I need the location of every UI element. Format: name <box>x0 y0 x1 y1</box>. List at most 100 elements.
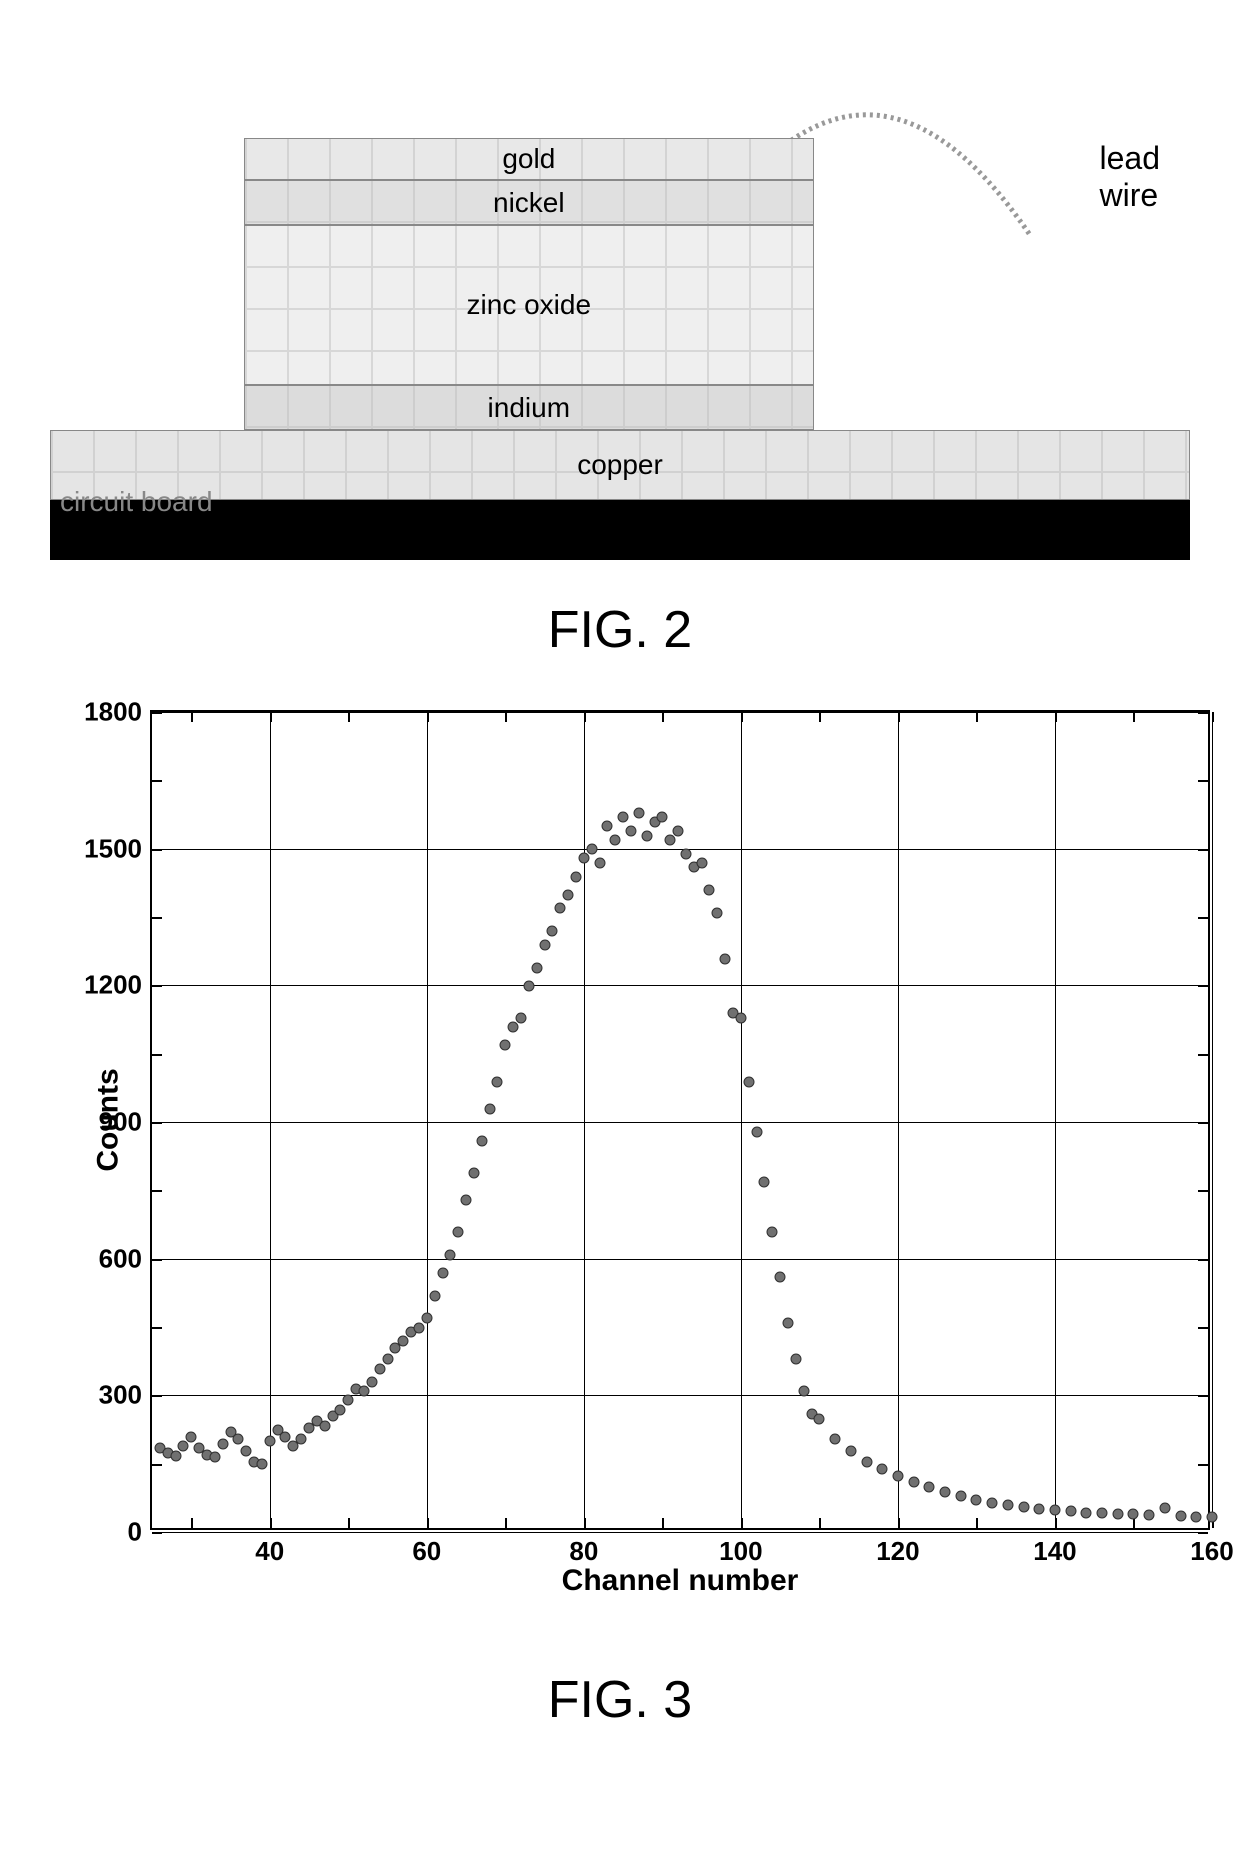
data-point <box>398 1336 409 1347</box>
tick <box>1198 780 1208 782</box>
layer-label: indium <box>488 392 570 424</box>
data-point <box>359 1386 370 1397</box>
data-point <box>170 1451 181 1462</box>
xtick-label: 140 <box>1033 1536 1076 1567</box>
ytick-label: 600 <box>99 1243 142 1274</box>
data-point <box>720 953 731 964</box>
data-point <box>673 826 684 837</box>
tick <box>1198 1054 1208 1056</box>
data-point <box>641 830 652 841</box>
tick <box>152 985 162 987</box>
data-point <box>335 1404 346 1415</box>
data-point <box>476 1135 487 1146</box>
tick <box>976 1518 978 1528</box>
data-point <box>712 908 723 919</box>
data-point <box>767 1226 778 1237</box>
data-point <box>751 1126 762 1137</box>
tick <box>152 1327 162 1329</box>
tick <box>152 849 162 851</box>
data-point <box>783 1318 794 1329</box>
data-point <box>413 1322 424 1333</box>
tick <box>270 1518 272 1528</box>
tick <box>1198 1395 1208 1397</box>
data-point <box>924 1482 935 1493</box>
page-root: lead wire goldnickelzinc oxideindiumcopp… <box>20 20 1220 1760</box>
tick <box>1198 1190 1208 1192</box>
data-point <box>594 857 605 868</box>
data-point <box>680 848 691 859</box>
tick <box>1198 1122 1208 1124</box>
tick <box>152 1464 162 1466</box>
data-point <box>516 1012 527 1023</box>
data-point <box>602 821 613 832</box>
layer-zinc-oxide: zinc oxide <box>244 225 814 385</box>
fig2-caption: FIG. 2 <box>548 600 692 660</box>
tick <box>270 712 272 722</box>
data-point <box>1175 1511 1186 1522</box>
data-point <box>366 1377 377 1388</box>
xtick-label: 160 <box>1190 1536 1233 1567</box>
grid-line <box>741 712 742 1528</box>
data-point <box>578 853 589 864</box>
layer-copper: copper <box>50 430 1190 500</box>
data-point <box>877 1463 888 1474</box>
data-point <box>508 1021 519 1032</box>
layer-gold: gold <box>244 138 814 180</box>
data-point <box>987 1497 998 1508</box>
tick <box>1212 712 1214 722</box>
tick <box>976 712 978 722</box>
layer-indium: indium <box>244 385 814 430</box>
fig2-diagram: lead wire goldnickelzinc oxideindiumcopp… <box>50 60 1190 560</box>
data-point <box>421 1313 432 1324</box>
grid-line <box>152 712 1208 713</box>
xtick-label: 40 <box>255 1536 284 1567</box>
data-point <box>735 1012 746 1023</box>
data-point <box>531 962 542 973</box>
data-point <box>971 1494 982 1505</box>
data-point <box>814 1413 825 1424</box>
data-point <box>523 980 534 991</box>
data-point <box>539 939 550 950</box>
grid-line <box>152 1122 1208 1123</box>
grid-line <box>427 712 428 1528</box>
data-point <box>1002 1500 1013 1511</box>
tick <box>1198 1259 1208 1261</box>
tick <box>1198 712 1208 714</box>
ytick-label: 300 <box>99 1380 142 1411</box>
data-point <box>241 1445 252 1456</box>
data-point <box>296 1434 307 1445</box>
data-point <box>468 1167 479 1178</box>
data-point <box>1112 1509 1123 1520</box>
data-point <box>437 1267 448 1278</box>
xtick-label: 100 <box>719 1536 762 1567</box>
tick <box>898 712 900 722</box>
ytick-label: 1500 <box>84 833 142 864</box>
grid-line <box>1212 712 1213 1528</box>
grid-line <box>152 1532 1208 1533</box>
data-point <box>696 857 707 868</box>
tick <box>741 1518 743 1528</box>
data-point <box>1144 1510 1155 1521</box>
data-point <box>555 903 566 914</box>
data-point <box>743 1076 754 1087</box>
data-point <box>382 1354 393 1365</box>
data-point <box>217 1438 228 1449</box>
fig3-chart: Counts Channel number 406080100120140160… <box>150 710 1210 1530</box>
tick <box>1198 1532 1208 1534</box>
data-point <box>178 1441 189 1452</box>
tick <box>662 1518 664 1528</box>
data-point <box>1207 1512 1218 1523</box>
tick <box>348 1518 350 1528</box>
tick <box>505 1518 507 1528</box>
grid-line <box>898 712 899 1528</box>
data-point <box>861 1456 872 1467</box>
tick <box>152 712 162 714</box>
ytick-label: 0 <box>128 1517 142 1548</box>
data-point <box>610 835 621 846</box>
tick <box>152 1395 162 1397</box>
data-point <box>547 926 558 937</box>
data-point <box>665 835 676 846</box>
data-point <box>186 1431 197 1442</box>
data-point <box>657 812 668 823</box>
tick <box>1198 849 1208 851</box>
